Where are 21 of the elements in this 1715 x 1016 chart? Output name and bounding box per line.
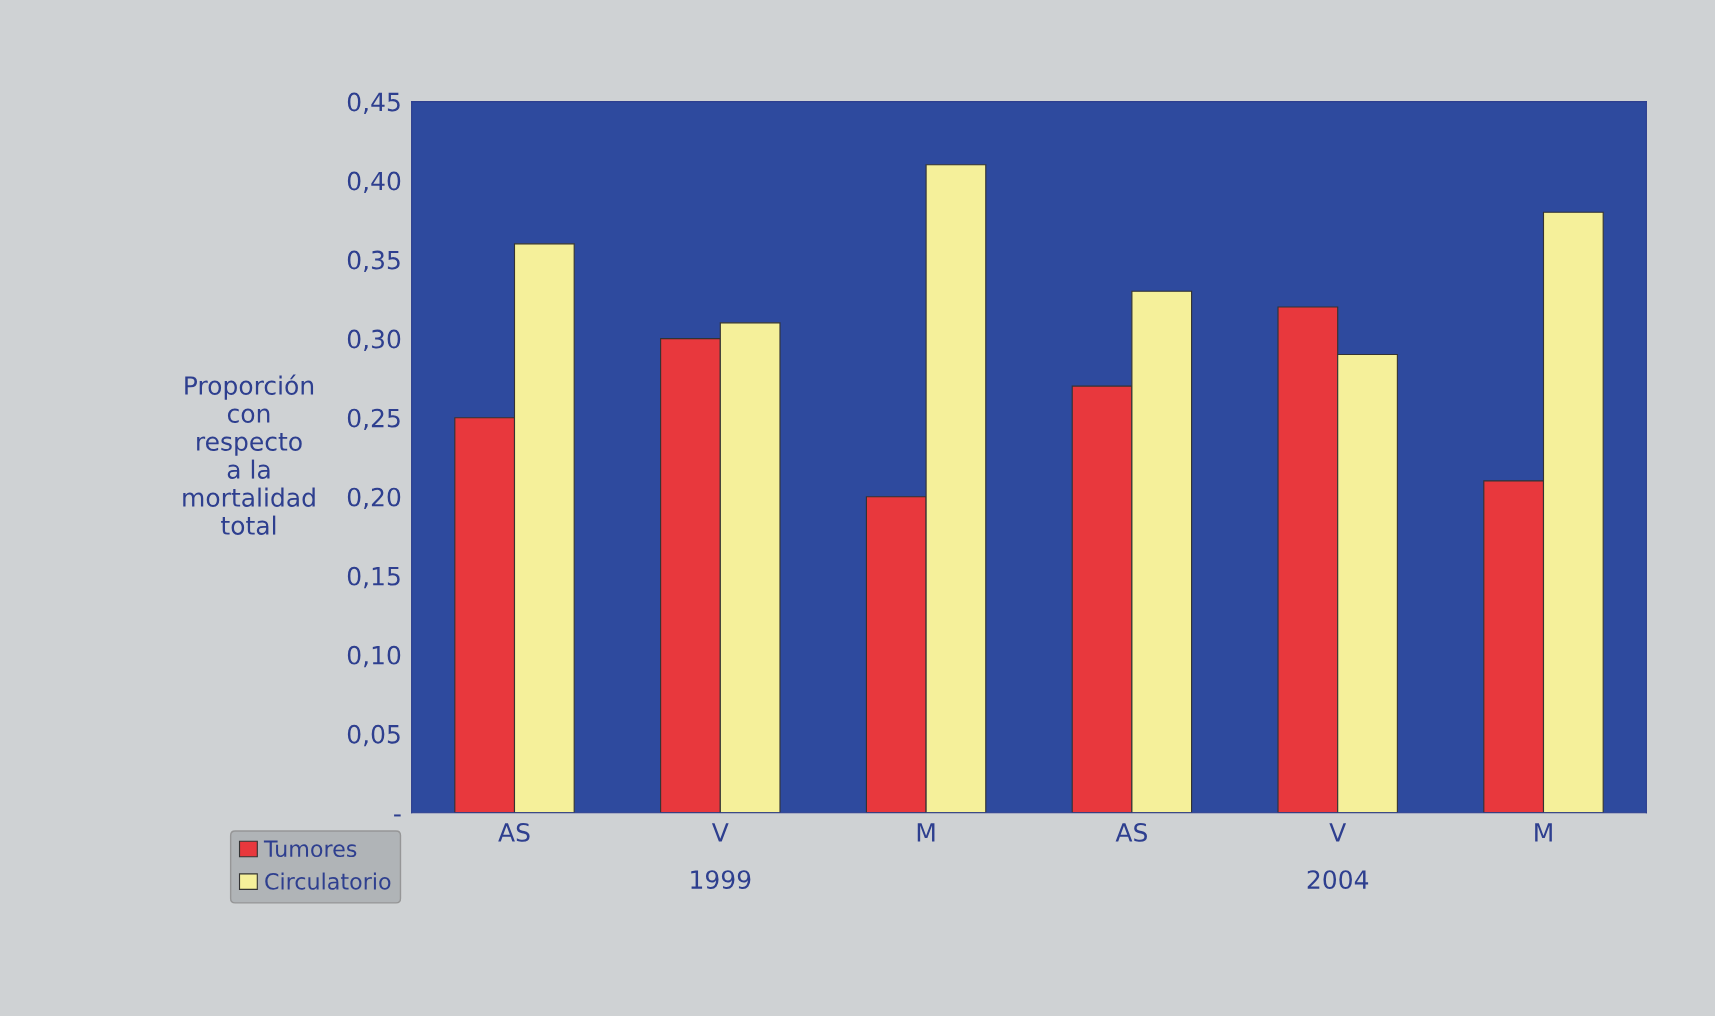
x-tick-label: V: [711, 823, 729, 842]
legend-label: Circulatorio: [265, 872, 391, 890]
x-tick-label: AS: [1115, 822, 1147, 842]
y-tick-label: 0,15: [347, 566, 400, 589]
text: 2004: [1307, 870, 1369, 890]
y-tick-label: 0,05: [347, 724, 400, 747]
y-tick-label: -: [394, 814, 401, 817]
x-tick-label: V: [1329, 823, 1347, 842]
x-tick-label: M: [1535, 823, 1552, 842]
y-axis-title: Proporción con respecto a la mortalidad total: [183, 374, 315, 535]
text: 1999: [691, 870, 751, 890]
legend-label: Tumores: [263, 840, 357, 858]
x-tick-label: M: [917, 823, 935, 842]
y-tick-label: 0,20: [347, 487, 401, 510]
y-tick-label: 0,45: [347, 92, 400, 114]
y-tick-label: 0,10: [347, 645, 401, 668]
y-tick-label: 0,35: [347, 250, 400, 273]
x-tick-label: AS: [498, 822, 530, 842]
y-tick-label: 0,30: [347, 329, 401, 352]
y-tick-label: 0,40: [347, 171, 401, 194]
y-tick-label: 0,25: [347, 408, 400, 431]
